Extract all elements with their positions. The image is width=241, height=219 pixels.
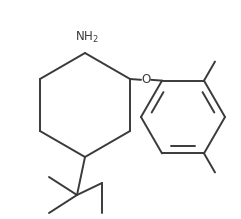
Text: O: O <box>141 73 151 86</box>
Text: NH$_2$: NH$_2$ <box>75 30 99 45</box>
